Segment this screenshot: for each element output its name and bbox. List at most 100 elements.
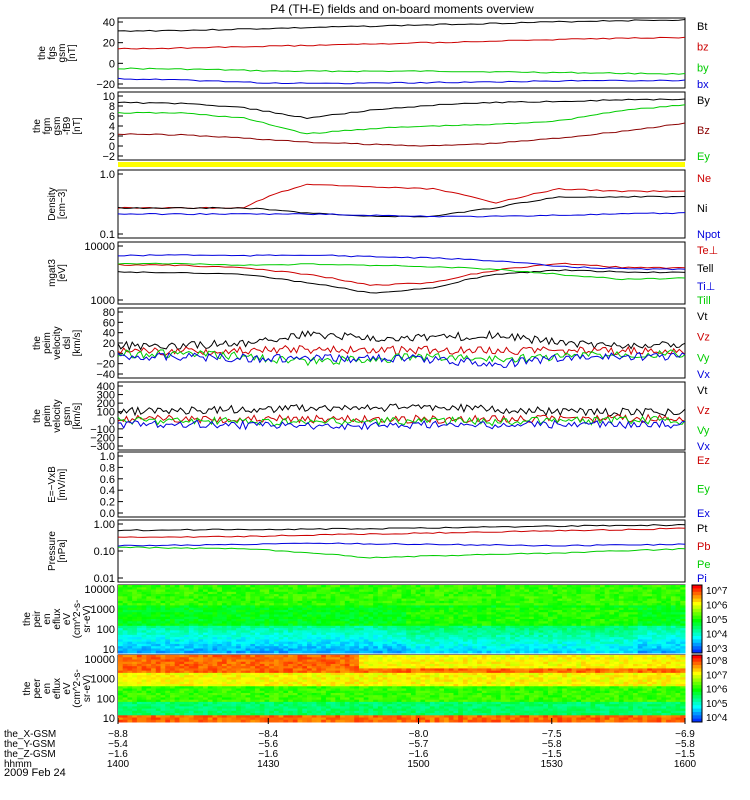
spectrogram-cell [207,612,213,615]
spectrogram-cell [184,585,190,588]
spectrogram-cell [184,619,190,622]
spectrogram-cell [236,686,242,689]
spectrogram-cell [302,596,308,600]
spectrogram-cell [269,657,275,660]
spectrogram-cell [500,637,506,640]
spectrogram-cell [217,657,223,660]
spectrogram-cell [670,587,677,591]
spectrogram-cell [529,643,535,647]
spectrogram-cell [325,612,332,615]
spectrogram-cell [434,585,440,588]
spectrogram-cell [538,603,544,606]
spectrogram-cell [179,607,185,611]
spectrogram-cell [245,612,251,615]
spectrogram-cell [151,646,157,649]
spectrogram-cell [330,643,336,647]
spectrogram-cell [207,623,213,627]
spectrogram-cell [240,672,247,676]
spectrogram-cell [278,621,284,625]
spectrogram-cell [146,621,152,625]
spectrogram-cell [396,625,402,629]
spectrogram-cell [127,688,133,692]
spectrogram-cell [453,589,459,593]
spectrogram-cell [571,628,577,631]
spectrogram-cell [642,646,648,649]
spectrogram-cell [245,603,251,606]
spectrogram-cell [141,605,147,609]
spectrogram-cell [429,600,436,604]
spectrogram-cell [467,628,473,631]
spectrogram-cell [132,596,138,600]
spectrogram-cell [132,672,138,676]
spectrogram-cell [212,628,218,631]
spectrogram-cell [165,623,171,627]
spectrogram-cell [458,625,464,629]
spectrogram-cell [269,695,275,698]
spectrogram-cell [151,587,157,591]
spectrogram-cell [141,657,147,660]
spectrogram-cell [217,655,223,658]
spectrogram-cell [146,670,152,674]
spectrogram-cell [226,585,232,588]
spectrogram-cell [264,708,270,712]
spectrogram-cell [472,632,478,636]
spectrogram-cell [543,600,549,604]
spectrogram-cell [467,616,473,620]
spectrogram-cell [467,625,473,629]
spectrogram-cell [670,619,677,622]
spectrogram-cell [193,605,199,609]
spectrogram-cell [628,621,634,625]
spectrogram-cell [590,619,596,622]
spectrogram-cell [118,632,124,636]
spectrogram-cell [151,715,157,719]
spectrogram-cell [122,690,128,694]
spectrogram-cell [614,628,620,631]
spectrogram-cell [599,641,606,645]
spectrogram-cell [250,650,256,654]
spectrogram-cell [566,589,573,593]
spectrogram-cell [255,650,261,654]
spectrogram-cell [179,688,185,692]
spectrogram-cell [179,641,185,645]
spectrogram-cell [505,619,511,622]
spectrogram-cell [675,621,681,625]
spectrogram-cell [420,637,426,640]
spectrogram-cell [207,699,213,703]
spectrogram-cell [656,632,662,636]
spectrogram-cell [283,637,289,640]
spectrogram-cell [259,600,265,604]
spectrogram-cell [203,643,209,647]
spectrogram-cell [217,625,223,629]
spectrogram-cell [543,598,549,602]
spectrogram-cell [221,639,228,643]
spectrogram-cell [141,591,147,595]
spectrogram-cell [155,713,162,716]
spectrogram-cell [217,607,223,611]
spectrogram-cell [651,614,658,618]
spectrogram-cell [245,598,251,602]
spectrogram-cell [670,641,677,645]
spectrogram-cell [250,679,256,683]
spectrogram-cell [439,623,445,627]
spectrogram-cell [231,679,237,683]
spectrogram-cell [387,643,393,647]
spectrogram-cell [448,619,454,622]
spectrogram-cell [169,659,176,663]
spectrogram-cell [439,600,445,604]
spectrogram-cell [174,697,180,701]
spectrogram-cell [169,675,176,678]
spectrogram-cell [656,637,662,640]
spectrogram-cell [363,616,369,620]
spectrogram-cell [203,668,209,672]
spectrogram-cell [609,587,615,591]
spectrogram-cell [481,637,488,640]
spectrogram-cell [259,609,265,613]
spectrogram-cell [599,589,606,593]
spectrogram-cell [623,598,629,602]
spectrogram-cell [581,632,587,636]
spectrogram-cell [396,587,402,591]
spectrogram-cell [179,612,185,615]
spectrogram-cell [519,621,525,625]
spectrogram-cell [250,668,256,672]
